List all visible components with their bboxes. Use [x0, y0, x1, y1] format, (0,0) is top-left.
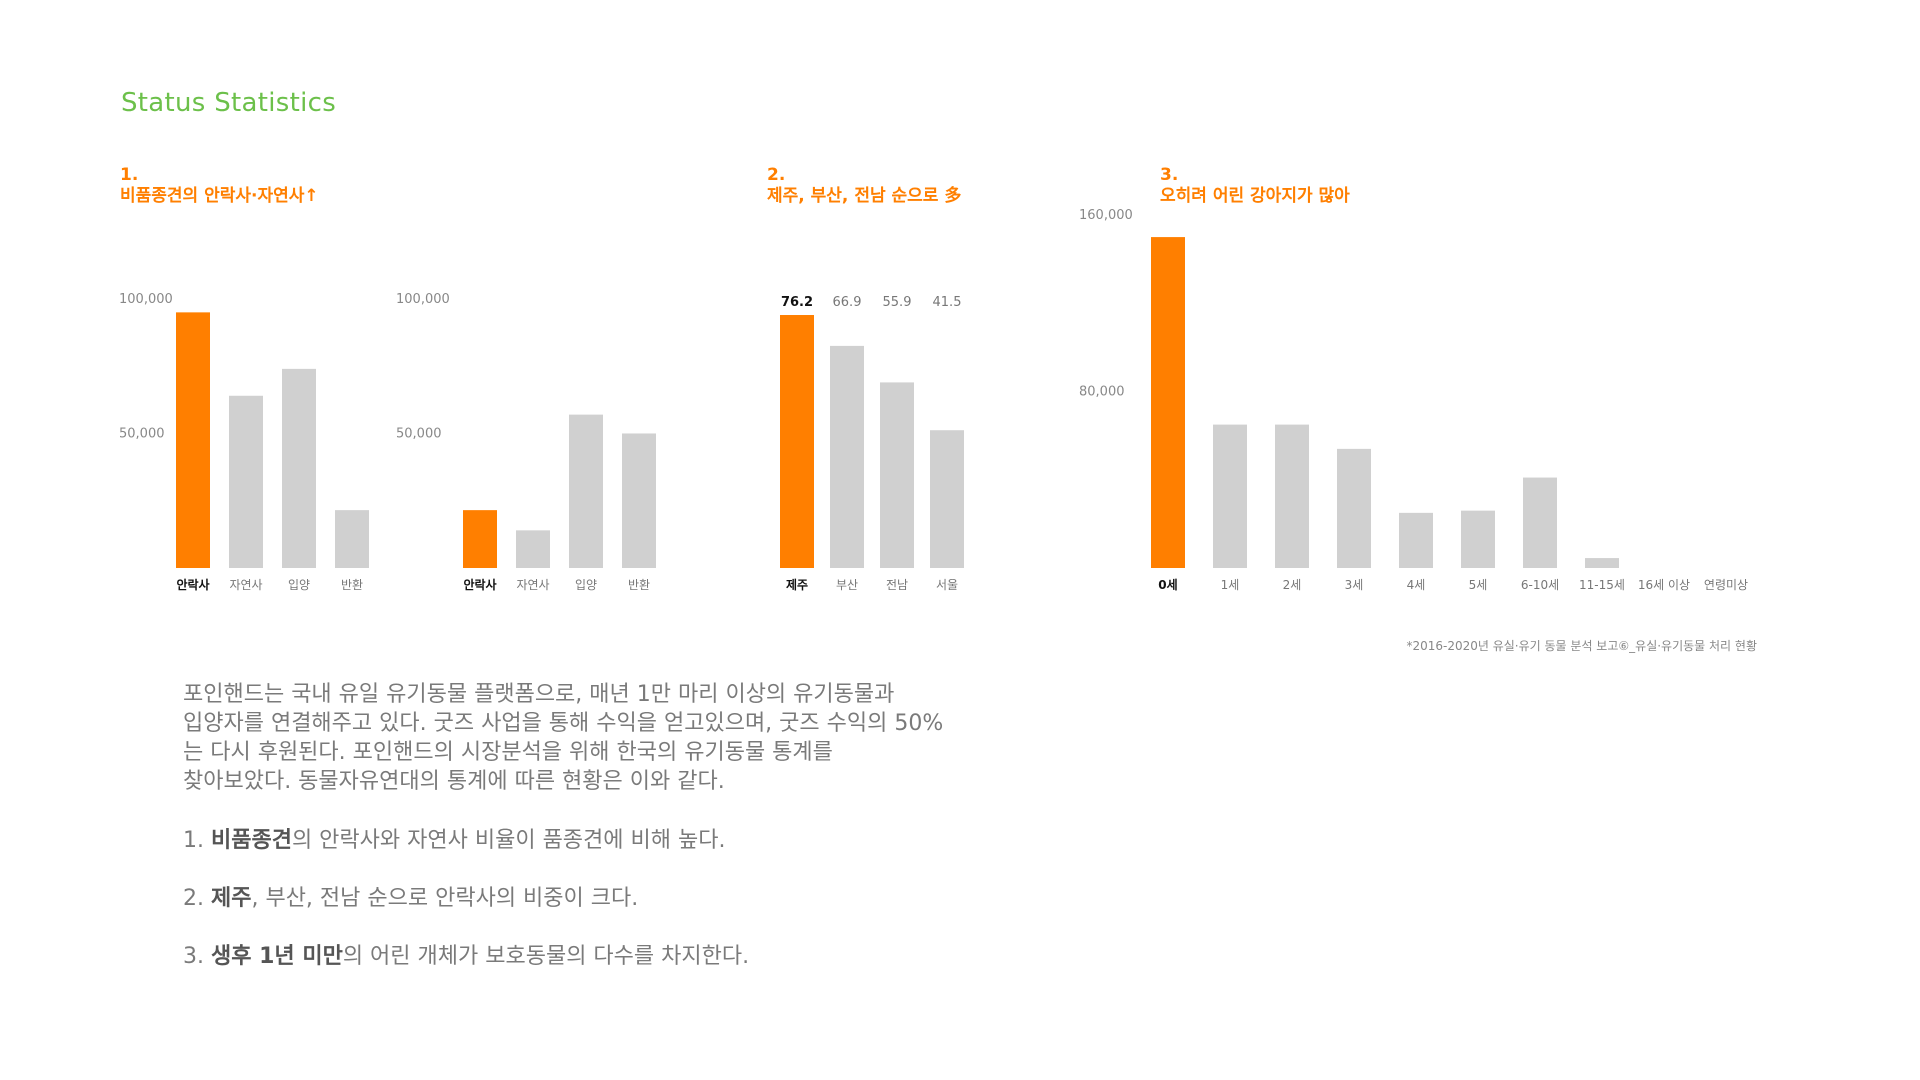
- finding-emphasis: 생후 1년 미만: [210, 944, 343, 969]
- x-tick-label: 반환: [341, 578, 363, 592]
- data-label: 55.9: [883, 295, 912, 310]
- x-tick-label: 3세: [1345, 578, 1364, 592]
- bar: [1461, 510, 1495, 568]
- bar: [1275, 424, 1309, 568]
- x-tick-label: 반환: [628, 578, 650, 592]
- y-tick-label: 50,000: [396, 426, 442, 441]
- bar: [1213, 424, 1247, 568]
- bar: [880, 382, 914, 568]
- data-label: 76.2: [781, 295, 813, 310]
- finding-prefix: 2.: [183, 886, 211, 911]
- x-tick-label: 0세: [1158, 577, 1177, 592]
- chart-breed-pure: 50,000 100,000 안락사 자연사 입양 반환: [396, 292, 656, 592]
- x-tick-label: 6-10세: [1521, 578, 1559, 592]
- bar: [1151, 237, 1185, 568]
- bar: [516, 530, 550, 568]
- x-tick-label: 16세 이상: [1638, 578, 1690, 592]
- finding-text: , 부산, 전남 순으로 안락사의 비중이 크다.: [251, 886, 639, 911]
- y-tick-label: 100,000: [396, 292, 450, 307]
- chart-region: 제주 76.2 부산 66.9 전남 55.9 서울 41.5: [780, 295, 964, 592]
- finding-3: 3. 생후 1년 미만의 어린 개체가 보호동물의 다수를 차지한다.: [183, 942, 749, 971]
- x-tick-label: 안락사: [176, 577, 209, 592]
- x-tick-label: 안락사: [463, 577, 496, 592]
- x-tick-label: 자연사: [516, 578, 549, 592]
- finding-prefix: 3.: [183, 944, 211, 969]
- finding-1: 1. 비품종견의 안락사와 자연사 비율이 품종견에 비해 높다.: [183, 826, 725, 855]
- y-tick-label: 50,000: [119, 426, 165, 441]
- section-3-number: 3.: [1160, 165, 1179, 185]
- x-tick-label: 4세: [1407, 578, 1426, 592]
- section-1-heading: 1. 비품종견의 안락사·자연사↑: [120, 165, 319, 207]
- section-2-heading: 2. 제주, 부산, 전남 순으로 多: [767, 165, 961, 207]
- bar: [282, 368, 316, 568]
- paragraph-line: 찾아보았다. 동물자유연대의 통계에 따른 현황은 이와 같다.: [183, 769, 725, 794]
- description-paragraph: 포인핸드는 국내 유일 유기동물 플랫폼으로, 매년 1만 마리 이상의 유기동…: [183, 680, 1063, 796]
- chart-age: 80,000 160,000 0세 1세 2세 3세 4세 5세 6-10세 11-15세 16세 …: [1079, 208, 1748, 592]
- bar: [463, 510, 497, 568]
- x-tick-label: 전남: [886, 578, 908, 592]
- bar: [1585, 558, 1619, 568]
- x-tick-label: 2세: [1283, 578, 1302, 592]
- x-tick-label: 부산: [836, 578, 858, 592]
- section-2-title: 제주, 부산, 전남 순으로 多: [767, 186, 962, 206]
- x-tick-label: 서울: [936, 578, 958, 592]
- finding-2: 2. 제주, 부산, 전남 순으로 안락사의 비중이 크다.: [183, 884, 638, 913]
- bar: [1399, 512, 1433, 568]
- section-1-number: 1.: [120, 165, 139, 185]
- x-tick-label: 연령미상: [1704, 578, 1748, 592]
- data-label: 41.5: [933, 295, 962, 310]
- finding-prefix: 1.: [183, 828, 211, 853]
- bar: [569, 414, 603, 568]
- paragraph-line: 는 다시 후원된다. 포인핸드의 시장분석을 위해 한국의 유기동물 통계를: [183, 740, 833, 765]
- bar: [1523, 477, 1557, 568]
- x-tick-label: 1세: [1221, 578, 1240, 592]
- page-title: Status Statistics: [121, 88, 337, 118]
- paragraph-line: 포인핸드는 국내 유일 유기동물 플랫폼으로, 매년 1만 마리 이상의 유기동…: [183, 682, 895, 707]
- bar: [176, 312, 210, 568]
- bar: [229, 395, 263, 568]
- source-note: *2016-2020년 유실·유기 동물 분석 보고⑥_유실·유기동물 처리 현…: [1406, 639, 1757, 653]
- section-3-heading: 3. 오히려 어린 강아지가 많아: [1160, 165, 1350, 207]
- x-tick-label: 입양: [288, 578, 310, 592]
- data-label: 66.9: [833, 295, 862, 310]
- finding-text: 의 어린 개체가 보호동물의 다수를 차지한다.: [342, 944, 750, 969]
- x-tick-label: 11-15세: [1579, 578, 1625, 592]
- finding-text: 의 안락사와 자연사 비율이 품종견에 비해 높다.: [291, 828, 726, 853]
- bar: [830, 345, 864, 568]
- finding-emphasis: 제주: [210, 886, 252, 911]
- x-tick-label: 5세: [1469, 578, 1488, 592]
- section-3-title: 오히려 어린 강아지가 많아: [1160, 186, 1350, 206]
- y-tick-label: 80,000: [1079, 385, 1125, 400]
- x-tick-label: 자연사: [229, 578, 262, 592]
- chart-breed-mixed: 50,000 100,000 안락사 자연사 입양 반환: [119, 292, 369, 592]
- paragraph-line: 입양자를 연결해주고 있다. 굿즈 사업을 통해 수익을 얻고있으며, 굿즈 수…: [183, 711, 944, 736]
- bar: [622, 433, 656, 568]
- section-2-number: 2.: [767, 165, 786, 185]
- y-tick-label: 160,000: [1079, 208, 1133, 223]
- bar: [1337, 448, 1371, 568]
- bar: [780, 315, 814, 568]
- y-tick-label: 100,000: [119, 292, 173, 307]
- section-1-title: 비품종견의 안락사·자연사↑: [120, 186, 319, 206]
- x-tick-label: 제주: [786, 578, 808, 592]
- finding-emphasis: 비품종견: [210, 828, 292, 853]
- bar: [335, 510, 369, 568]
- bar: [930, 430, 964, 568]
- x-tick-label: 입양: [575, 578, 597, 592]
